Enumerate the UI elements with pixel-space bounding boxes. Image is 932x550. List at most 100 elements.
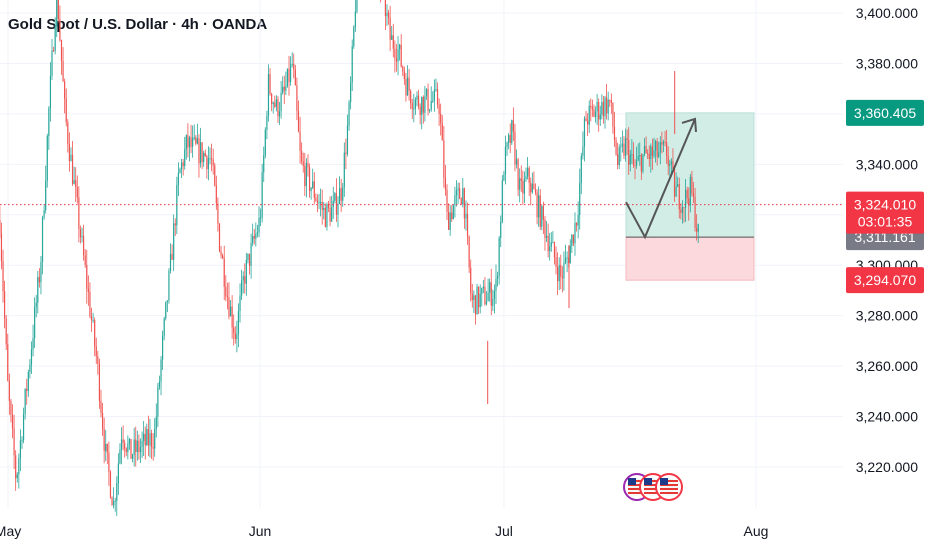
candle-body <box>400 44 402 67</box>
candle-body <box>487 292 489 302</box>
candle-body <box>256 232 259 234</box>
candle-body <box>526 167 529 177</box>
candle-body <box>130 439 132 459</box>
candle-body <box>149 433 151 446</box>
candle-body <box>100 400 102 413</box>
position-tool[interactable] <box>625 112 755 281</box>
candle-body <box>348 102 350 126</box>
candle-body <box>226 296 228 298</box>
candle-body <box>542 206 544 220</box>
candle-body <box>68 144 70 162</box>
candle-body <box>196 138 198 144</box>
candle-body <box>288 68 290 83</box>
projection-arrow[interactable] <box>625 118 696 240</box>
candle-body <box>242 276 244 281</box>
candle-body <box>236 334 238 340</box>
candle-body <box>101 412 104 430</box>
candle-body <box>73 180 75 184</box>
candle-body <box>199 142 202 164</box>
candle-body <box>117 463 119 484</box>
candle-body <box>187 135 189 148</box>
candle-body <box>128 439 131 444</box>
candle-body <box>643 146 646 154</box>
candle-body <box>155 416 157 429</box>
us-flag-event-icon[interactable] <box>655 473 683 501</box>
stop-price-badge[interactable]: 3,294.070 <box>846 267 924 294</box>
candle-body <box>106 443 108 453</box>
candle-body <box>94 320 96 347</box>
candle-body <box>631 154 633 156</box>
candle-body <box>681 207 684 213</box>
candle-body <box>561 276 563 279</box>
candle-body <box>522 180 524 194</box>
candle-body <box>587 120 589 125</box>
candle-body <box>501 180 503 222</box>
candle-body <box>457 188 459 191</box>
candle-body <box>2 261 4 292</box>
candles <box>0 0 699 516</box>
candle-body <box>165 301 167 319</box>
candle-body <box>498 237 500 276</box>
y-tick-label: 3,240.000 <box>856 409 918 425</box>
flag-stripe <box>660 484 678 486</box>
candle-body <box>530 183 532 193</box>
candle-body <box>24 388 26 414</box>
candle-body <box>459 188 461 199</box>
candle-body <box>203 152 205 162</box>
candle-body <box>629 154 631 165</box>
candle-body <box>139 446 142 453</box>
candle-body <box>70 154 72 162</box>
candle-body <box>410 91 412 104</box>
candle-body <box>10 400 12 415</box>
candle-body <box>217 203 219 225</box>
candle-body <box>252 235 254 244</box>
candle-body <box>237 310 240 335</box>
x-tick-label: Jul <box>495 523 513 539</box>
x-tick-label: May <box>0 523 21 539</box>
target-price-badge[interactable]: 3,360.405 <box>846 99 924 126</box>
target-price-badge-bg <box>846 99 924 126</box>
candle-body <box>523 179 526 194</box>
candle-body <box>642 153 644 172</box>
candle-body <box>168 270 170 301</box>
candle-body <box>411 103 413 109</box>
candle-body <box>116 483 118 501</box>
candle-body <box>433 89 435 101</box>
candle-body <box>326 204 328 228</box>
candle-body <box>624 138 627 156</box>
candle-body <box>417 95 420 107</box>
candle-body <box>598 102 600 120</box>
candle-body <box>150 433 153 447</box>
candle-body <box>340 188 342 201</box>
candle-body <box>5 318 7 345</box>
candle-body <box>15 455 17 479</box>
candle-body <box>64 81 66 99</box>
candle-body <box>282 86 284 93</box>
candle-body <box>626 138 628 140</box>
candle-body <box>356 0 358 12</box>
candle-body <box>386 12 388 17</box>
candle-body <box>590 105 592 107</box>
candle-body <box>248 253 251 266</box>
flag-stripe <box>644 484 662 486</box>
candle-body <box>229 306 232 317</box>
candle-body <box>558 265 560 282</box>
candle-body <box>52 50 55 52</box>
candle-body <box>177 172 180 186</box>
candle-body <box>489 282 491 293</box>
candle-body <box>30 349 33 365</box>
candle-body <box>293 63 295 70</box>
candle-body <box>512 120 514 132</box>
candle-body <box>310 187 312 192</box>
loss-zone[interactable] <box>625 236 755 281</box>
candle-body <box>323 207 325 210</box>
candle-body <box>476 286 478 315</box>
candle-body <box>697 224 699 232</box>
candle-body <box>38 277 40 283</box>
candle-body <box>127 443 129 453</box>
candle-body <box>531 183 533 193</box>
candle-body <box>481 288 483 294</box>
candle-body <box>267 74 270 116</box>
